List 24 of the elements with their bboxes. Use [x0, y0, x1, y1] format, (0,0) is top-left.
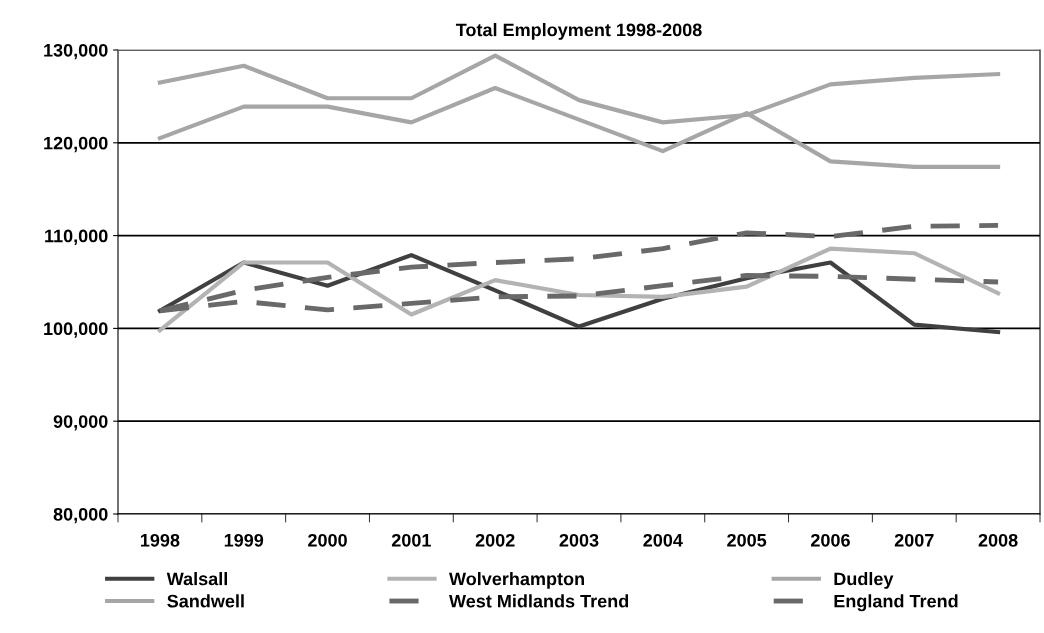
x-tick-label: 2008 — [978, 533, 1018, 547]
y-tick-label: 120,000 — [44, 136, 108, 153]
legend-label: Walsall — [166, 572, 227, 586]
x-tick-label: 2005 — [727, 533, 767, 547]
y-tick-label: 130,000 — [44, 43, 108, 60]
x-tick-label: 2000 — [308, 533, 347, 547]
chart-title: Total Employment 1998-2008 — [455, 23, 702, 40]
x-tick-label: 2002 — [475, 533, 515, 547]
y-tick-label: 90,000 — [53, 415, 108, 431]
legend-label: Dudley — [834, 572, 894, 589]
x-tick-label: 1998 — [140, 533, 180, 547]
x-tick-label: 2007 — [894, 533, 934, 547]
x-tick-label: 2006 — [811, 533, 850, 547]
legend-label: Wolverhampton — [449, 572, 584, 589]
x-tick-label: 1999 — [224, 533, 264, 547]
legend-label: West Midlands Trend — [449, 594, 629, 608]
x-tick-label: 2001 — [391, 533, 431, 547]
y-tick-label: 100,000 — [44, 322, 108, 338]
legend-label: Sandwell — [167, 594, 244, 608]
y-tick-label: 110,000 — [45, 229, 108, 245]
y-tick-label: 80,000 — [53, 507, 108, 524]
x-tick-label: 2003 — [559, 533, 599, 547]
x-tick-label: 2004 — [643, 533, 683, 547]
legend-label: England Trend — [834, 594, 958, 612]
